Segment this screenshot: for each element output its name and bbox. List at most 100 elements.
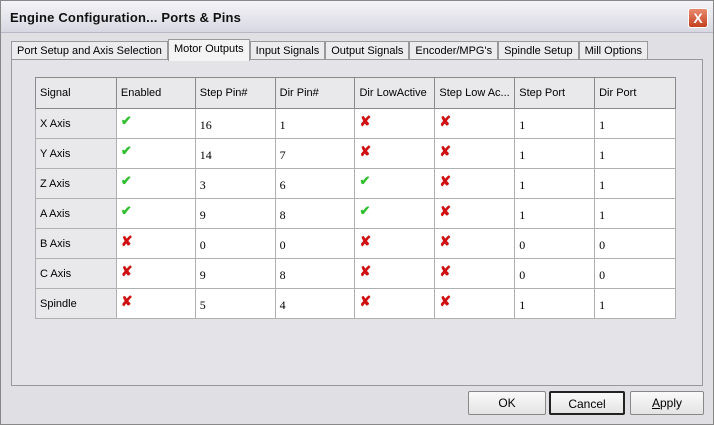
table-row[interactable]: C Axis ✘ 9 8 ✘ ✘ 0 0 — [35, 258, 676, 289]
step-port-cell[interactable]: 0 — [514, 228, 596, 259]
column-header[interactable]: Dir LowActive — [354, 77, 436, 109]
step-pin-cell[interactable]: 14 — [194, 138, 276, 169]
table-row[interactable]: X Axis ✔ 16 1 ✘ ✘ 1 1 — [35, 108, 676, 139]
step-pin-cell[interactable]: 3 — [194, 168, 276, 199]
red-x-icon[interactable]: ✘ — [439, 113, 452, 129]
step-port-cell[interactable]: 1 — [514, 168, 596, 199]
step_low-cell[interactable]: ✘ — [434, 138, 516, 169]
step_low-cell[interactable]: ✘ — [434, 108, 516, 139]
red-x-icon[interactable]: ✘ — [120, 263, 133, 279]
dir_low-cell[interactable]: ✔ — [354, 198, 436, 229]
signal-cell[interactable]: B Axis — [35, 228, 117, 259]
step-port-cell[interactable]: 1 — [514, 198, 596, 229]
step-port-cell[interactable]: 0 — [514, 258, 596, 289]
step-port-cell[interactable]: 1 — [514, 288, 596, 319]
tab-port-setup-and-axis-selection[interactable]: Port Setup and Axis Selection — [11, 41, 168, 61]
green-check-icon[interactable]: ✔ — [359, 203, 371, 218]
dir-pin-cell[interactable]: 8 — [274, 258, 356, 289]
step_low-cell[interactable]: ✘ — [434, 168, 516, 199]
cancel-button[interactable]: Cancel — [549, 391, 625, 415]
tab-input-signals[interactable]: Input Signals — [249, 41, 326, 61]
enabled-cell[interactable]: ✘ — [115, 288, 196, 319]
green-check-icon[interactable]: ✔ — [120, 143, 132, 158]
column-header[interactable]: Step Low Ac... — [434, 77, 516, 109]
step_low-cell[interactable]: ✘ — [434, 288, 516, 319]
red-x-icon[interactable]: ✘ — [120, 233, 133, 249]
enabled-cell[interactable]: ✔ — [115, 168, 196, 199]
column-header[interactable]: Step Pin# — [194, 77, 276, 109]
green-check-icon[interactable]: ✔ — [120, 173, 132, 188]
dir_low-cell[interactable]: ✘ — [354, 258, 436, 289]
step-pin-cell[interactable]: 5 — [194, 288, 276, 319]
dir-pin-cell[interactable]: 4 — [274, 288, 356, 319]
ok-button[interactable]: OK — [468, 391, 546, 415]
dir-pin-cell[interactable]: 0 — [274, 228, 356, 259]
dir-pin-cell[interactable]: 7 — [274, 138, 356, 169]
dir-port-cell[interactable]: 1 — [594, 288, 676, 319]
dir-pin-cell[interactable]: 8 — [274, 198, 356, 229]
dir_low-cell[interactable]: ✘ — [354, 108, 436, 139]
step-pin-cell[interactable]: 0 — [194, 228, 276, 259]
column-header[interactable]: Dir Pin# — [274, 77, 356, 109]
red-x-icon[interactable]: ✘ — [439, 293, 452, 309]
signal-cell[interactable]: C Axis — [35, 258, 117, 289]
red-x-icon[interactable]: ✘ — [439, 233, 452, 249]
red-x-icon[interactable]: ✘ — [359, 233, 372, 249]
dir-port-cell[interactable]: 1 — [594, 108, 676, 139]
step-pin-cell[interactable]: 9 — [194, 198, 276, 229]
signal-cell[interactable]: Spindle — [35, 288, 117, 319]
signal-cell[interactable]: A Axis — [35, 198, 117, 229]
column-header[interactable]: Step Port — [514, 77, 596, 109]
enabled-cell[interactable]: ✔ — [115, 108, 196, 139]
dir_low-cell[interactable]: ✘ — [354, 228, 436, 259]
red-x-icon[interactable]: ✘ — [439, 173, 452, 189]
enabled-cell[interactable]: ✘ — [115, 258, 196, 289]
tab-mill-options[interactable]: Mill Options — [578, 41, 649, 61]
column-header[interactable]: Dir Port — [594, 77, 676, 109]
signal-cell[interactable]: X Axis — [35, 108, 117, 139]
title-bar[interactable]: Engine Configuration... Ports & Pins X — [1, 1, 713, 33]
dir-port-cell[interactable]: 1 — [594, 168, 676, 199]
red-x-icon[interactable]: ✘ — [359, 263, 372, 279]
dir-port-cell[interactable]: 1 — [594, 138, 676, 169]
dir-pin-cell[interactable]: 6 — [274, 168, 356, 199]
column-header[interactable]: Signal — [35, 77, 117, 109]
table-row[interactable]: B Axis ✘ 0 0 ✘ ✘ 0 0 — [35, 228, 676, 259]
apply-button[interactable]: Apply — [630, 391, 704, 415]
step-pin-cell[interactable]: 9 — [194, 258, 276, 289]
enabled-cell[interactable]: ✔ — [115, 138, 196, 169]
step_low-cell[interactable]: ✘ — [434, 228, 516, 259]
signal-cell[interactable]: Y Axis — [35, 138, 117, 169]
dir-port-cell[interactable]: 1 — [594, 198, 676, 229]
step-pin-cell[interactable]: 16 — [194, 108, 276, 139]
green-check-icon[interactable]: ✔ — [359, 173, 371, 188]
red-x-icon[interactable]: ✘ — [439, 263, 452, 279]
dir_low-cell[interactable]: ✔ — [354, 168, 436, 199]
signal-cell[interactable]: Z Axis — [35, 168, 117, 199]
red-x-icon[interactable]: ✘ — [359, 293, 372, 309]
step-port-cell[interactable]: 1 — [514, 108, 596, 139]
table-row[interactable]: Spindle ✘ 5 4 ✘ ✘ 1 1 — [35, 288, 676, 319]
red-x-icon[interactable]: ✘ — [120, 293, 133, 309]
dir-port-cell[interactable]: 0 — [594, 228, 676, 259]
dir-pin-cell[interactable]: 1 — [274, 108, 356, 139]
step_low-cell[interactable]: ✘ — [434, 258, 516, 289]
enabled-cell[interactable]: ✔ — [115, 198, 196, 229]
green-check-icon[interactable]: ✔ — [120, 203, 132, 218]
table-row[interactable]: Y Axis ✔ 14 7 ✘ ✘ 1 1 — [35, 138, 676, 169]
tab-motor-outputs[interactable]: Motor Outputs — [167, 39, 250, 61]
close-icon[interactable]: X — [688, 8, 708, 28]
red-x-icon[interactable]: ✘ — [359, 143, 372, 159]
red-x-icon[interactable]: ✘ — [439, 143, 452, 159]
table-row[interactable]: A Axis ✔ 9 8 ✔ ✘ 1 1 — [35, 198, 676, 229]
table-row[interactable]: Z Axis ✔ 3 6 ✔ ✘ 1 1 — [35, 168, 676, 199]
red-x-icon[interactable]: ✘ — [359, 113, 372, 129]
red-x-icon[interactable]: ✘ — [439, 203, 452, 219]
dir-port-cell[interactable]: 0 — [594, 258, 676, 289]
green-check-icon[interactable]: ✔ — [120, 113, 132, 128]
dir_low-cell[interactable]: ✘ — [354, 138, 436, 169]
enabled-cell[interactable]: ✘ — [115, 228, 196, 259]
column-header[interactable]: Enabled — [115, 77, 196, 109]
tab-output-signals[interactable]: Output Signals — [325, 41, 410, 61]
tab-encoder-mpg-s[interactable]: Encoder/MPG's — [409, 41, 499, 61]
